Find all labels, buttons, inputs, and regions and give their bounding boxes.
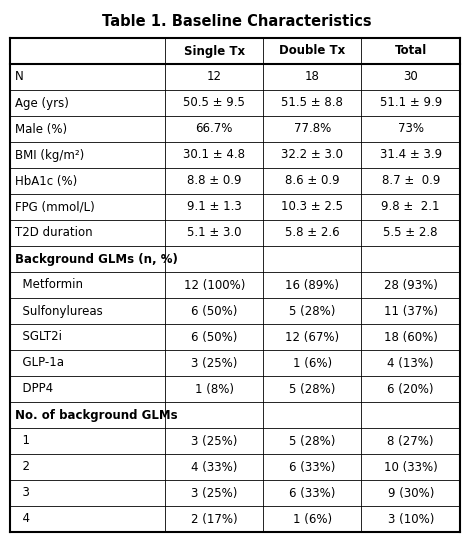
Text: Sulfonylureas: Sulfonylureas [15,305,103,318]
Text: 2: 2 [15,461,30,474]
Text: 1: 1 [15,435,30,448]
Text: 5 (28%): 5 (28%) [289,383,336,396]
Text: 50.5 ± 9.5: 50.5 ± 9.5 [183,96,245,109]
Text: SGLT2i: SGLT2i [15,331,62,344]
Text: 10.3 ± 2.5: 10.3 ± 2.5 [282,201,343,214]
Text: 4: 4 [15,513,30,526]
Text: 28 (93%): 28 (93%) [384,279,438,292]
Text: 2 (17%): 2 (17%) [191,513,237,526]
Text: 6 (50%): 6 (50%) [191,331,237,344]
Text: 6 (20%): 6 (20%) [387,383,434,396]
Text: HbA1c (%): HbA1c (%) [15,175,77,188]
Text: Male (%): Male (%) [15,122,67,136]
Text: 9 (30%): 9 (30%) [388,487,434,500]
Text: N: N [15,70,24,83]
Text: 4 (33%): 4 (33%) [191,461,237,474]
Text: 32.2 ± 3.0: 32.2 ± 3.0 [282,149,343,162]
Text: 5 (28%): 5 (28%) [289,305,336,318]
Text: 16 (89%): 16 (89%) [285,279,339,292]
Text: Double Tx: Double Tx [279,44,346,57]
Text: 3 (25%): 3 (25%) [191,357,237,370]
Text: Table 1. Baseline Characteristics: Table 1. Baseline Characteristics [102,14,372,29]
Text: 5.5 ± 2.8: 5.5 ± 2.8 [383,227,438,240]
Text: 10 (33%): 10 (33%) [384,461,438,474]
Text: BMI (kg/m²): BMI (kg/m²) [15,149,84,162]
Text: 1 (6%): 1 (6%) [293,513,332,526]
Text: 30: 30 [403,70,418,83]
Text: 3: 3 [15,487,30,500]
Text: 51.5 ± 8.8: 51.5 ± 8.8 [282,96,343,109]
Text: 12: 12 [207,70,222,83]
Text: 8.7 ±  0.9: 8.7 ± 0.9 [382,175,440,188]
Text: FPG (mmol/L): FPG (mmol/L) [15,201,95,214]
Text: DPP4: DPP4 [15,383,53,396]
Text: 77.8%: 77.8% [294,122,331,136]
Text: T2D duration: T2D duration [15,227,92,240]
Text: 3 (25%): 3 (25%) [191,487,237,500]
Text: 6 (50%): 6 (50%) [191,305,237,318]
Text: 3 (10%): 3 (10%) [388,513,434,526]
Text: 18 (60%): 18 (60%) [384,331,438,344]
Text: 5.1 ± 3.0: 5.1 ± 3.0 [187,227,242,240]
Text: GLP-1a: GLP-1a [15,357,64,370]
Text: 12 (100%): 12 (100%) [183,279,245,292]
Text: 9.1 ± 1.3: 9.1 ± 1.3 [187,201,242,214]
Text: Metformin: Metformin [15,279,83,292]
Text: 8.8 ± 0.9: 8.8 ± 0.9 [187,175,242,188]
Text: 1 (8%): 1 (8%) [195,383,234,396]
Text: 8.6 ± 0.9: 8.6 ± 0.9 [285,175,340,188]
Text: No. of background GLMs: No. of background GLMs [15,409,178,422]
Text: Age (yrs): Age (yrs) [15,96,69,109]
Text: 8 (27%): 8 (27%) [387,435,434,448]
Text: 73%: 73% [398,122,424,136]
Text: 6 (33%): 6 (33%) [289,461,336,474]
Text: 9.8 ±  2.1: 9.8 ± 2.1 [382,201,440,214]
Text: 5 (28%): 5 (28%) [289,435,336,448]
Text: Total: Total [394,44,427,57]
Text: 3 (25%): 3 (25%) [191,435,237,448]
Text: 66.7%: 66.7% [196,122,233,136]
Text: 5.8 ± 2.6: 5.8 ± 2.6 [285,227,340,240]
Text: 51.1 ± 9.9: 51.1 ± 9.9 [380,96,442,109]
Text: 31.4 ± 3.9: 31.4 ± 3.9 [380,149,442,162]
Text: 30.1 ± 4.8: 30.1 ± 4.8 [183,149,246,162]
Text: Single Tx: Single Tx [184,44,245,57]
Text: 6 (33%): 6 (33%) [289,487,336,500]
Text: 11 (37%): 11 (37%) [384,305,438,318]
Text: 12 (67%): 12 (67%) [285,331,339,344]
Text: 18: 18 [305,70,320,83]
Text: 1 (6%): 1 (6%) [293,357,332,370]
Text: 4 (13%): 4 (13%) [387,357,434,370]
Text: Background GLMs (n, %): Background GLMs (n, %) [15,253,178,266]
